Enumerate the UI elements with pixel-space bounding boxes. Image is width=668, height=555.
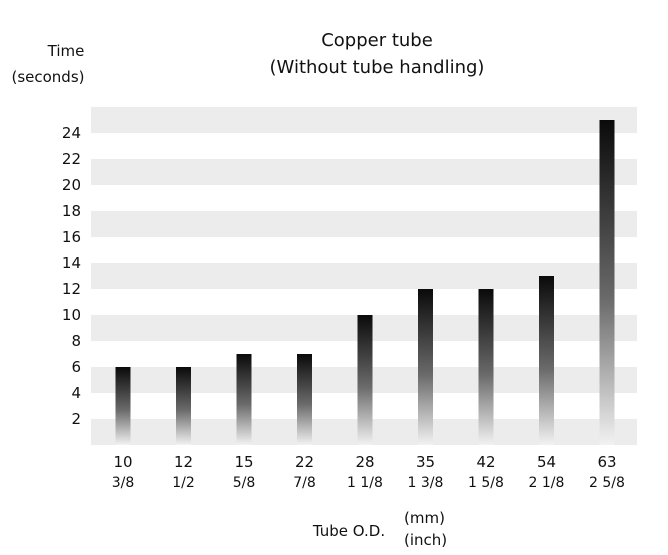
chart-title: Copper tube xyxy=(321,30,433,51)
x-tick-label-mm: 63 xyxy=(597,453,616,471)
bar xyxy=(599,120,615,445)
x-tick-label-inch: 7/8 xyxy=(293,475,316,491)
x-tick-label-inch: 3/8 xyxy=(112,475,135,491)
x-tick-label-inch: 1 3/8 xyxy=(408,475,444,491)
y-axis-label-line1: Time xyxy=(47,42,85,60)
x-unit-mm: (mm) xyxy=(404,509,445,527)
x-tick-label-inch: 1/2 xyxy=(172,475,195,491)
x-tick-label-mm: 28 xyxy=(355,453,374,471)
x-tick-label-mm: 12 xyxy=(174,453,193,471)
bar xyxy=(539,276,554,445)
bar xyxy=(297,354,312,445)
y-tick-label: 24 xyxy=(62,124,81,142)
x-tick-label-inch: 1 1/8 xyxy=(347,475,383,491)
x-unit-inch: (inch) xyxy=(404,531,447,549)
y-tick-label: 8 xyxy=(71,332,81,350)
y-tick-label: 14 xyxy=(62,254,81,272)
grid-band xyxy=(91,107,637,133)
x-tick-label-mm: 54 xyxy=(537,453,556,471)
y-tick-label: 6 xyxy=(71,358,81,376)
x-tick-label-inch: 2 1/8 xyxy=(529,475,565,491)
x-tick-label-mm: 22 xyxy=(295,453,314,471)
bar xyxy=(478,289,494,445)
bar xyxy=(236,354,252,445)
x-tick-label-inch: 1 5/8 xyxy=(468,475,504,491)
bar xyxy=(176,367,191,445)
x-axis-label: Tube O.D. xyxy=(312,522,385,540)
x-tick-label-mm: 15 xyxy=(234,453,253,471)
y-tick-label: 22 xyxy=(62,150,81,168)
bar xyxy=(357,315,373,445)
x-tick-label-mm: 35 xyxy=(416,453,435,471)
x-tick-label-mm: 42 xyxy=(476,453,495,471)
x-tick-label-inch: 5/8 xyxy=(233,475,256,491)
y-tick-label: 18 xyxy=(62,202,81,220)
bars xyxy=(115,120,615,445)
bar xyxy=(115,367,131,445)
y-tick-label: 12 xyxy=(62,280,81,298)
y-tick-label: 2 xyxy=(71,410,81,428)
y-tick-label: 16 xyxy=(62,228,81,246)
y-tick-label: 4 xyxy=(71,384,81,402)
x-tick-labels: 10 3/8 12 1/2 15 5/8 22 7/8 28 1 1/8 35 1 3/8 42 1 5/… xyxy=(112,453,625,491)
y-axis-label-line2: (seconds) xyxy=(11,68,84,86)
y-tick-label: 10 xyxy=(62,306,81,324)
y-tick-label: 20 xyxy=(62,176,81,194)
chart-subtitle: (Without tube handling) xyxy=(270,57,485,78)
bar xyxy=(418,289,433,445)
grid-band xyxy=(91,263,637,289)
grid-band xyxy=(91,211,637,237)
grid-band xyxy=(91,159,637,185)
x-tick-label-mm: 10 xyxy=(113,453,132,471)
x-tick-label-inch: 2 5/8 xyxy=(589,475,625,491)
